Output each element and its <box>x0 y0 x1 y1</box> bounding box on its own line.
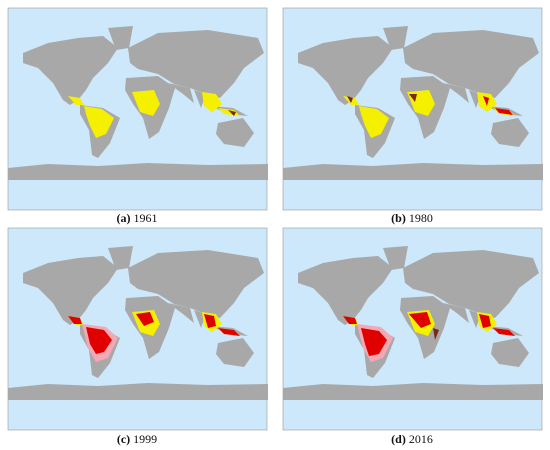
panel-label: (d) <box>391 432 406 446</box>
panel-label: (c) <box>117 432 130 446</box>
panel-label: (b) <box>391 211 406 225</box>
map-panel <box>282 227 543 431</box>
map-panel <box>7 227 268 431</box>
map-panel <box>282 7 543 211</box>
map-panel <box>7 7 268 211</box>
panel-year: 1999 <box>133 432 157 446</box>
caption: (d) 2016 <box>391 432 433 446</box>
panel-year: 1961 <box>134 211 158 225</box>
caption: (c) 1999 <box>117 432 157 446</box>
panel-year: 2016 <box>409 432 433 446</box>
panel-label: (a) <box>117 211 131 225</box>
panel-year: 1980 <box>409 211 433 225</box>
caption: (b) 1980 <box>391 211 433 225</box>
caption: (a) 1961 <box>117 211 158 225</box>
